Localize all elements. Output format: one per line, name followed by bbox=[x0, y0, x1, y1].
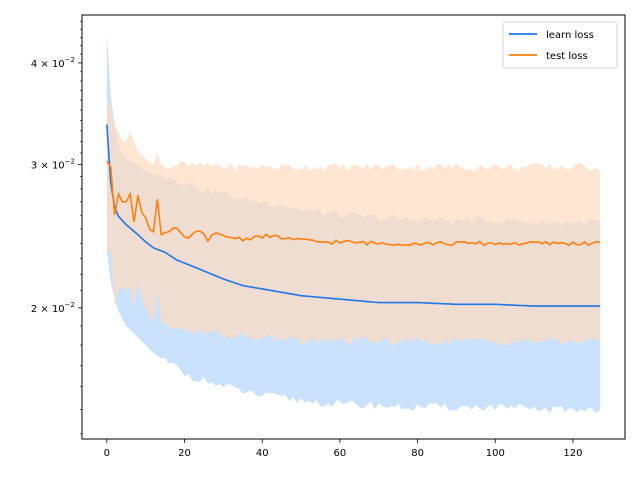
y-axis: 2 × 10−2 3 × 10−2 4 × 10−2 bbox=[31, 20, 82, 435]
x-tick-label: 120 bbox=[563, 448, 582, 459]
legend: learn loss test loss bbox=[502, 21, 618, 69]
confidence-bands bbox=[106, 33, 601, 414]
x-tick-label: 60 bbox=[334, 448, 347, 459]
y-tick-label: 4 × 10−2 bbox=[31, 56, 75, 70]
x-tick-label: 0 bbox=[104, 448, 110, 459]
x-axis: 0 20 40 60 80 100 120 bbox=[104, 439, 582, 459]
series-lines bbox=[106, 124, 601, 307]
axes-frame bbox=[81, 14, 626, 440]
y-tick-label: 2 × 10−2 bbox=[31, 301, 75, 315]
band-test-loss bbox=[106, 98, 601, 346]
legend-label: learn loss bbox=[546, 30, 594, 41]
y-tick-label: 3 × 10−2 bbox=[31, 158, 75, 172]
x-tick-label: 80 bbox=[411, 448, 424, 459]
line-learn-loss bbox=[106, 124, 601, 307]
x-tick-label: 40 bbox=[256, 448, 269, 459]
x-tick-label: 100 bbox=[486, 448, 505, 459]
legend-label: test loss bbox=[546, 51, 588, 62]
x-tick-label: 20 bbox=[178, 448, 191, 459]
line-test-loss bbox=[106, 160, 601, 247]
